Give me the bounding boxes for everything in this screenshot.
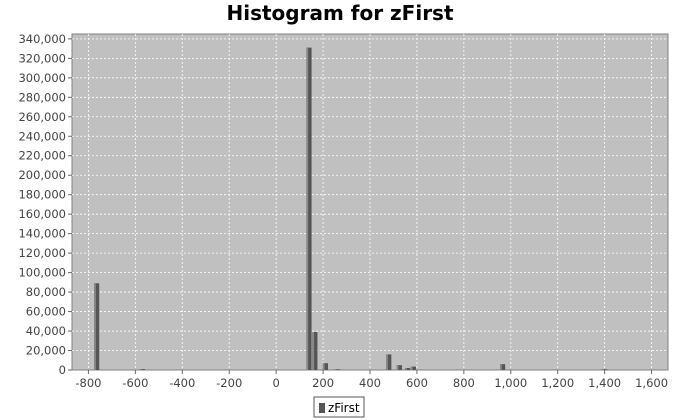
histogram-bar-highlight	[334, 369, 337, 370]
legend: zFirst	[313, 396, 365, 418]
histogram-bar	[322, 363, 328, 370]
histogram-bar-highlight	[499, 364, 502, 370]
x-tick-label: 600	[406, 376, 428, 390]
y-tick-label: 340,000	[18, 32, 66, 46]
y-tick-label: 140,000	[18, 227, 66, 241]
histogram-bar-highlight	[94, 283, 96, 370]
histogram-bar-highlight	[410, 366, 413, 370]
y-tick-label: 20,000	[26, 344, 66, 358]
histogram-bar	[334, 369, 340, 370]
histogram-bar	[410, 366, 416, 370]
y-tick-label: 100,000	[18, 266, 66, 280]
histogram-bar-highlight	[322, 363, 325, 370]
x-tick-label: 0	[272, 376, 279, 390]
histogram-bar	[499, 364, 506, 370]
x-tick-label: 1,600	[635, 376, 668, 390]
y-axis: 0 20,000 40,000 60,000 80,000 100,000 120,000 1…	[18, 32, 72, 377]
histogram-bar	[312, 332, 318, 370]
y-tick-label: 60,000	[26, 305, 66, 319]
y-tick-label: 240,000	[18, 129, 66, 143]
histogram-bar-highlight	[404, 368, 407, 370]
histogram-bar-highlight	[386, 354, 388, 370]
x-tick-label: 1,000	[494, 376, 527, 390]
histogram-bar	[94, 283, 100, 370]
x-tick-label: 200	[312, 376, 334, 390]
y-tick-label: 300,000	[18, 71, 66, 85]
histogram-bar	[602, 369, 608, 370]
y-tick-label: 0	[59, 363, 66, 377]
x-tick-label: -200	[216, 376, 242, 390]
x-tick-label: -600	[122, 376, 148, 390]
grid-lines	[72, 34, 668, 370]
y-tick-label: 320,000	[18, 51, 66, 65]
x-tick-label: 800	[453, 376, 475, 390]
y-tick-label: 180,000	[18, 188, 66, 202]
y-tick-label: 280,000	[18, 90, 66, 104]
y-tick-label: 200,000	[18, 168, 66, 182]
chart-title: Histogram for zFirst	[226, 1, 453, 25]
y-tick-label: 40,000	[26, 324, 66, 338]
histogram-bar-highlight	[396, 365, 399, 370]
y-tick-label: 260,000	[18, 110, 66, 124]
histogram-bar-highlight	[602, 369, 604, 370]
x-tick-label: 1,200	[541, 376, 574, 390]
x-tick-label: 1,400	[588, 376, 621, 390]
x-tick-label: 400	[359, 376, 381, 390]
histogram-bar	[404, 368, 411, 370]
y-tick-label: 120,000	[18, 246, 66, 260]
x-tick-label: -800	[75, 376, 101, 390]
y-tick-label: 220,000	[18, 149, 66, 163]
histogram-bar	[396, 365, 402, 370]
x-axis: -800 -600 -400 -200 0 200 400 600 800 1,000 1,200 1…	[75, 370, 668, 390]
legend-swatch	[319, 403, 325, 413]
histogram-bar	[139, 369, 145, 370]
histogram-bar-highlight	[306, 47, 309, 371]
histogram-bar-highlight	[139, 369, 142, 370]
legend-label: zFirst	[328, 401, 360, 415]
histogram-bar	[386, 354, 392, 370]
histogram-bar	[306, 47, 312, 371]
legend-box	[313, 396, 365, 418]
bars-group	[94, 47, 608, 371]
y-tick-label: 80,000	[26, 285, 66, 299]
x-tick-label: -400	[169, 376, 195, 390]
y-tick-label: 160,000	[18, 207, 66, 221]
histogram-bar-highlight	[312, 332, 315, 370]
